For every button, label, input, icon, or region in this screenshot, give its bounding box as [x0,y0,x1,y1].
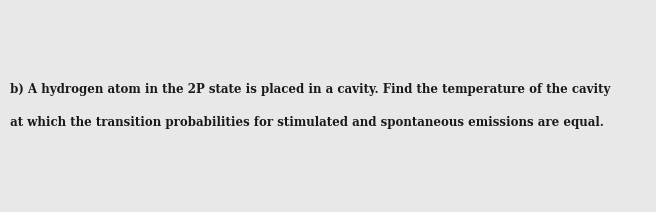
Text: at which the transition probabilities for stimulated and spontaneous emissions a: at which the transition probabilities fo… [6,116,604,130]
Text: b) A hydrogen atom in the 2P state is placed in a cavity. Find the temperature o: b) A hydrogen atom in the 2P state is pl… [6,82,611,96]
